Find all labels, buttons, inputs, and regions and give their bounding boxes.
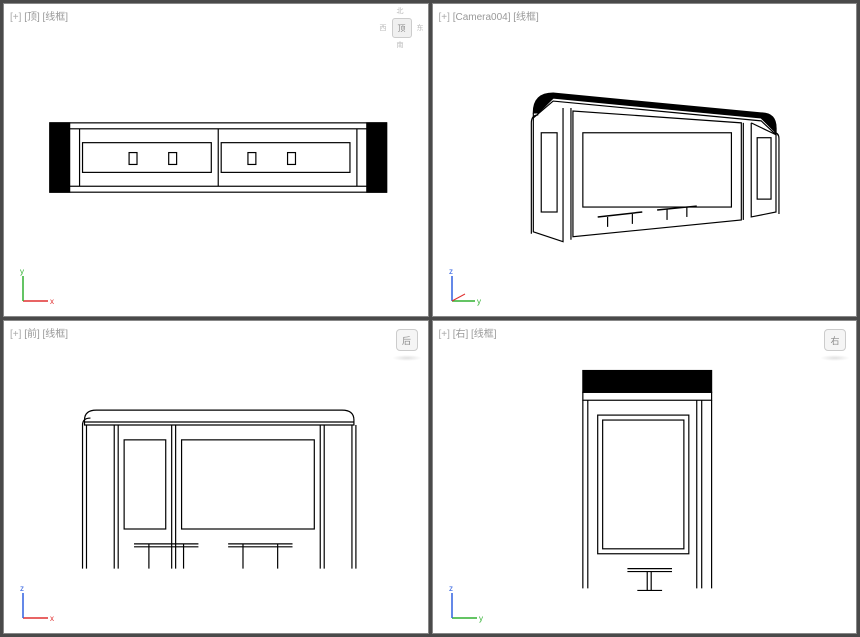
axis-z-label: z xyxy=(449,584,453,593)
axis-z-label: z xyxy=(20,584,24,593)
viewcube-shadow xyxy=(820,355,850,361)
label-shading[interactable]: [线框] xyxy=(513,12,539,23)
viewport-right[interactable]: [+] [右] [线框] 右 xyxy=(432,320,858,634)
viewport-grid: [+] [顶] [线框] 顶 北 南 东 西 xyxy=(0,0,860,637)
viewcube-top[interactable]: 顶 北 南 东 西 xyxy=(382,8,422,48)
viewcube-shadow xyxy=(392,355,422,361)
compass-e: 东 xyxy=(417,23,424,33)
axis-gizmo-camera: y z xyxy=(447,266,487,306)
label-view[interactable]: [顶] xyxy=(24,12,40,23)
viewcube-face[interactable]: 顶 xyxy=(392,18,412,38)
viewcube-front[interactable]: 后 xyxy=(396,329,418,351)
label-view[interactable]: [右] xyxy=(453,329,469,340)
viewport-label-right[interactable]: [+] [右] [线框] xyxy=(439,325,497,340)
model-perspective-view xyxy=(433,4,857,316)
label-menu-icon[interactable]: [+] xyxy=(439,329,450,340)
model-front-view xyxy=(4,321,428,633)
model-right-view xyxy=(433,321,857,633)
axis-x-label: x xyxy=(50,297,54,306)
axis-gizmo-top: x y xyxy=(18,266,58,306)
axis-x-label: x xyxy=(50,614,54,623)
viewport-label-front[interactable]: [+] [前] [线框] xyxy=(10,325,68,340)
axis-gizmo-right: y z xyxy=(447,583,487,623)
axis-y-label: y xyxy=(479,614,483,623)
label-shading[interactable]: [线框] xyxy=(43,329,69,340)
label-view[interactable]: [前] xyxy=(24,329,40,340)
viewport-front[interactable]: [+] [前] [线框] 后 xyxy=(3,320,429,634)
label-menu-icon[interactable]: [+] xyxy=(439,12,450,23)
label-menu-icon[interactable]: [+] xyxy=(10,329,21,340)
viewport-label-camera[interactable]: [+] [Camera004] [线框] xyxy=(439,8,539,23)
viewport-label-top[interactable]: [+] [顶] [线框] xyxy=(10,8,68,23)
axis-y-label: y xyxy=(20,267,24,276)
model-top-view xyxy=(4,4,428,316)
label-view[interactable]: [Camera004] xyxy=(453,12,511,23)
label-menu-icon[interactable]: [+] xyxy=(10,12,21,23)
viewport-camera[interactable]: [+] [Camera004] [线框] xyxy=(432,3,858,317)
compass-n: 北 xyxy=(397,6,404,16)
viewcube-right[interactable]: 右 xyxy=(824,329,846,351)
axis-y-label: y xyxy=(477,297,481,306)
axis-gizmo-front: x z xyxy=(18,583,58,623)
compass-w: 西 xyxy=(380,23,387,33)
compass-s: 南 xyxy=(397,40,404,50)
viewport-top[interactable]: [+] [顶] [线框] 顶 北 南 东 西 xyxy=(3,3,429,317)
label-shading[interactable]: [线框] xyxy=(471,329,497,340)
axis-z-label: z xyxy=(449,267,453,276)
label-shading[interactable]: [线框] xyxy=(43,12,69,23)
